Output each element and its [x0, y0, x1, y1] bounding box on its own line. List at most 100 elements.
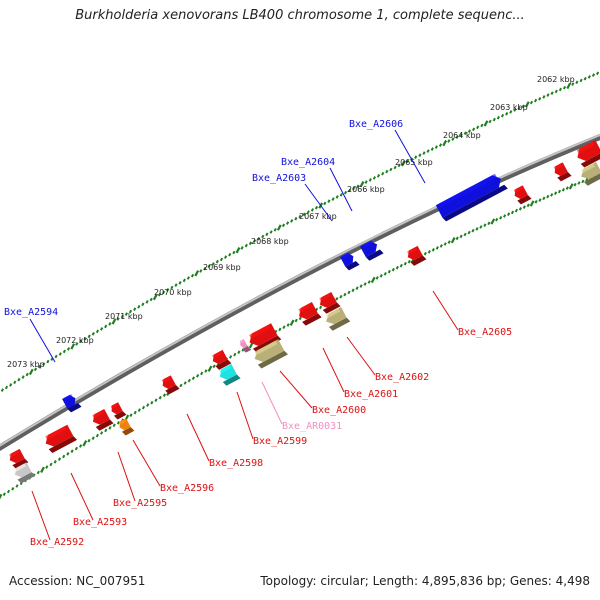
top-track-minor-tick — [414, 155, 418, 159]
top-track-minor-tick — [372, 176, 376, 180]
reverse-gene-block[interactable] — [12, 462, 36, 484]
bottom-track-minor-tick — [526, 203, 530, 208]
kbp-label: 2062 kbp — [537, 75, 575, 84]
bottom-track-minor-tick — [66, 452, 70, 456]
gene-label-lines — [29, 129, 459, 541]
bottom-track-minor-tick — [45, 465, 49, 469]
top-track-minor-tick — [397, 163, 401, 168]
top-track-minor-tick — [46, 359, 50, 364]
bottom-track-minor-tick — [507, 212, 511, 216]
top-track-minor-tick — [33, 367, 38, 372]
reverse-gene-block[interactable] — [574, 139, 600, 168]
bottom-track-minor-tick — [183, 381, 187, 385]
top-track-minor-tick — [314, 205, 319, 210]
gene-label-leader-line — [394, 129, 426, 184]
top-track-minor-tick — [302, 212, 306, 217]
bottom-track-minor-tick — [15, 484, 19, 488]
reverse-gene-block[interactable] — [552, 162, 572, 182]
top-track-minor-tick — [542, 95, 546, 99]
gene-label[interactable]: Bxe_AR0031 — [282, 421, 342, 432]
gene-label[interactable]: Bxe_A2594 — [4, 307, 58, 318]
bottom-track-minor-tick — [6, 489, 11, 494]
reverse-gene-block[interactable] — [160, 375, 180, 395]
top-track-minor-tick — [182, 278, 186, 283]
reverse-gene-block[interactable] — [210, 349, 232, 370]
gene-label[interactable]: Bxe_A2604 — [281, 157, 335, 168]
forward-gene-block[interactable] — [340, 251, 360, 271]
bottom-track-major-tick — [0, 493, 3, 501]
reverse-gene-block[interactable] — [43, 424, 78, 454]
bottom-track-minor-tick — [518, 207, 522, 211]
reverse-gene-block[interactable] — [90, 408, 114, 431]
forward-gene-block[interactable] — [360, 238, 384, 261]
gene-label[interactable]: Bxe_A2600 — [312, 405, 366, 416]
top-track-major-tick — [194, 270, 200, 277]
gene-label[interactable]: Bxe_A2605 — [458, 327, 512, 338]
reverse-gene-block[interactable] — [109, 402, 127, 421]
top-track-minor-tick — [290, 219, 294, 223]
top-track-minor-tick — [58, 352, 62, 356]
gene-label[interactable]: Bxe_A2599 — [253, 436, 307, 447]
reverse-gene-block[interactable] — [512, 185, 532, 205]
bottom-track-major-tick — [248, 342, 254, 349]
reverse-gene-block[interactable] — [405, 245, 427, 266]
gene-label[interactable]: Bxe_A2606 — [349, 119, 403, 130]
reverse-gene-block[interactable] — [238, 338, 252, 353]
reverse-gene-block[interactable] — [578, 161, 600, 186]
gene-label[interactable]: Bxe_A2602 — [375, 372, 429, 383]
top-track-minor-tick — [517, 106, 521, 110]
bottom-track-minor-tick — [399, 263, 403, 268]
kbp-label: 2071 kbp — [105, 312, 143, 321]
bottom-track-minor-tick — [455, 236, 459, 241]
bottom-track-minor-tick — [339, 294, 343, 299]
gene-label[interactable]: Bxe_A2598 — [209, 458, 263, 469]
top-track-minor-tick — [583, 76, 587, 81]
bottom-track-minor-tick — [36, 470, 40, 475]
top-track-minor-tick — [306, 210, 310, 214]
gene-label[interactable]: Bxe_A2603 — [252, 173, 306, 184]
top-track-minor-tick — [108, 322, 112, 326]
top-track-minor-tick — [348, 188, 352, 193]
top-track-minor-tick — [273, 228, 277, 232]
top-track-minor-tick — [550, 91, 554, 95]
forward-gene-block[interactable] — [62, 393, 82, 413]
bottom-track-minor-tick — [133, 410, 137, 415]
bottom-track-minor-tick — [499, 216, 503, 220]
top-track-major-tick — [70, 343, 76, 350]
bottom-track-minor-tick — [447, 240, 451, 244]
reverse-gene-block[interactable] — [246, 323, 282, 354]
gene-label[interactable]: Bxe_A2592 — [30, 537, 84, 548]
reverse-gene-block[interactable] — [7, 448, 29, 469]
bottom-track-minor-tick — [141, 405, 146, 410]
reverse-gene-block[interactable] — [323, 306, 351, 331]
top-track-minor-tick — [579, 78, 583, 83]
reverse-gene-block[interactable] — [217, 363, 241, 386]
bottom-track-minor-tick — [196, 374, 200, 378]
reverse-gene-block[interactable] — [117, 418, 135, 437]
top-track-minor-tick — [240, 246, 244, 250]
top-track-minor-tick — [463, 131, 467, 135]
bottom-track-minor-tick — [233, 352, 237, 357]
gene-label[interactable]: Bxe_A2593 — [73, 517, 127, 528]
kbp-label: 2072 kbp — [56, 336, 94, 345]
bottom-track-minor-tick — [471, 228, 475, 233]
reverse-gene-block[interactable] — [252, 339, 288, 370]
bottom-track-minor-tick — [379, 274, 383, 278]
top-track-minor-tick — [476, 125, 480, 130]
bottom-track-minor-tick — [550, 193, 554, 197]
bottom-track-minor-tick — [347, 290, 351, 295]
top-track-minor-tick — [393, 165, 397, 170]
gene-label[interactable]: Bxe_A2596 — [160, 483, 214, 494]
top-track-minor-tick — [327, 199, 331, 203]
map-title: Burkholderia xenovorans LB400 chromosome… — [75, 8, 525, 23]
top-track-minor-tick — [199, 269, 203, 273]
reverse-gene-block[interactable] — [296, 301, 322, 326]
top-track-minor-tick — [472, 127, 476, 132]
gene-label[interactable]: Bxe_A2601 — [344, 389, 398, 400]
reverse-gene-block[interactable] — [317, 291, 341, 314]
gene-label-layer: Bxe_A2606 Bxe_A2604 Bxe_A2603 Bxe_A2594 Bxe_… — [4, 119, 512, 548]
accession-text: Accession: NC_007951 — [9, 574, 146, 588]
forward-gene-block[interactable] — [435, 172, 508, 222]
top-track-minor-tick — [281, 223, 286, 228]
gene-label[interactable]: Bxe_A2595 — [113, 498, 167, 509]
